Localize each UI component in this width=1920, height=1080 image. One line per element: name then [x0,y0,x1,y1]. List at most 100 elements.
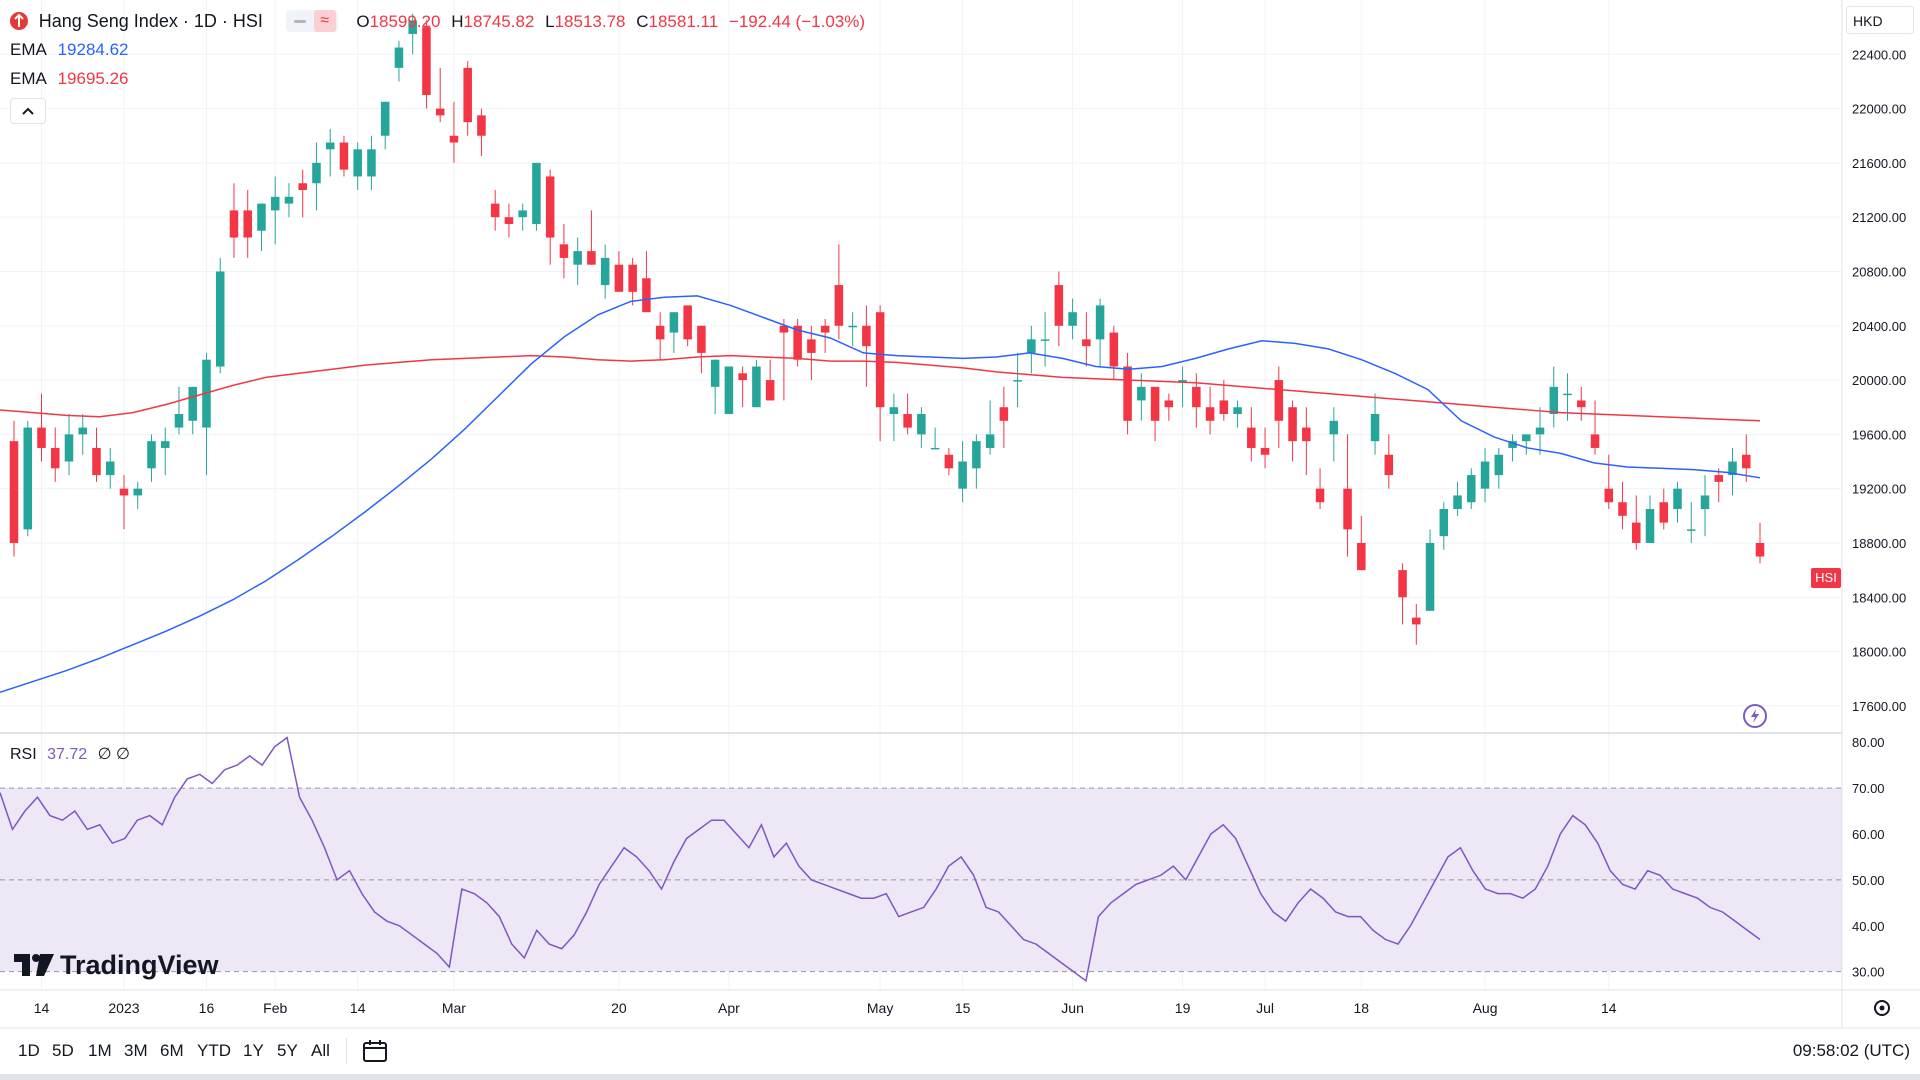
candle-body [380,101,390,136]
timeframe-1d[interactable]: 1D [18,1041,40,1060]
candle-body [229,210,239,238]
time-tick-label: Feb [263,1000,287,1016]
currency-selector[interactable]: HKD [1846,6,1914,34]
candle-body [463,67,472,123]
time-tick-label: Aug [1473,1000,1498,1016]
candle-body [1150,386,1160,421]
candle-body [1013,380,1022,382]
timeframe-6m[interactable]: 6M [160,1041,184,1060]
tradingview-logo[interactable]: TradingView [14,950,219,981]
candle-body [1329,420,1339,435]
candle-body [972,441,981,469]
price-tick-label: 19200.00 [1852,482,1906,497]
timeframe-3m[interactable]: 3M [124,1041,148,1060]
candle-body [752,366,761,408]
lightning-icon[interactable] [1743,704,1767,728]
ema-slow-label: EMA [10,69,47,88]
bottom-strip [0,1074,1920,1080]
candle-body [1109,332,1119,367]
ema-fast-legend[interactable]: EMA 19284.62 [10,40,128,60]
timeframe-ytd[interactable]: YTD [197,1041,231,1060]
symbol-price-badge: HSI [1811,568,1841,588]
candle-body [1260,447,1270,455]
ema-slow-line [0,354,1761,422]
candle-body [394,47,404,68]
tradingview-logo-icon [14,954,54,976]
collapse-legend-button[interactable] [10,98,46,124]
candle-body [133,488,142,496]
timeframe-5y[interactable]: 5Y [277,1041,298,1060]
time-tick-label: May [867,1000,893,1016]
candle-body [270,196,280,211]
time-axis[interactable]: 14 2023 16 Feb 14 Mar 20 Apr May 15 Jun 19 Jul 18 Aug 1… [34,1000,1617,1016]
timeframe-5d[interactable]: 5D [52,1041,74,1060]
price-axis[interactable]: 22400.00 22000.00 21600.00 21200.00 20800.00… [1852,47,1906,714]
candle-body [1714,475,1724,482]
candle-body [545,176,555,238]
candle-body [284,196,294,204]
candle-body [339,142,349,170]
candle-body [1673,488,1682,510]
candle-body [1095,305,1105,340]
open-label: O [356,12,370,31]
candle-body [958,461,967,489]
candle-body [1728,461,1737,476]
clock[interactable]: 09:58:02 (UTC) [1792,1041,1910,1060]
candle-body [408,20,417,34]
candle-body [1659,502,1669,523]
low-value: 18513.78 [554,12,626,31]
candle-body [1425,542,1435,611]
rsi-legend[interactable]: RSI 37.72 ∅ ∅ [10,744,130,764]
candle-body [930,447,940,450]
rsi-axis[interactable]: 80.00 70.00 60.00 50.00 40.00 30.00 [1852,735,1885,979]
timeframe-1m[interactable]: 1M [88,1041,112,1060]
candle-body [9,441,19,543]
compare-toggle[interactable]: ≈ [285,10,338,32]
price-tick-label: 20400.00 [1852,319,1906,334]
axis-settings-button[interactable] [1870,996,1894,1020]
price-tick-label: 20800.00 [1852,264,1906,279]
price-tick-label: 19600.00 [1852,427,1906,442]
candle-body [1535,427,1545,435]
symbol-title[interactable]: Hang Seng Index · 1D · HSI [38,11,263,31]
candle-body [903,414,912,428]
candle-body [1480,461,1490,489]
currency-label: HKD [1853,13,1883,29]
candle-body [422,27,431,96]
candle-body [353,149,362,177]
ema-fast-label: EMA [10,40,47,59]
candle-body [683,305,692,340]
candle-body [724,366,734,415]
candle-body [1453,495,1462,510]
candle-body [1549,386,1559,415]
candle-body [862,325,871,347]
timeframe-all[interactable]: All [311,1041,330,1060]
candle-body [820,325,830,333]
rsi-tick-label: 70.00 [1852,781,1885,796]
candle-body [1467,475,1476,503]
rsi-value: 37.72 [47,746,88,763]
candle-body [1577,400,1586,408]
candle-body [532,162,541,224]
ohlc-values: O18599.20 H18745.82 L18513.78 C18581.11 … [356,12,871,32]
ema-slow-legend[interactable]: EMA 19695.26 [10,69,128,89]
calendar-icon [363,1040,387,1062]
candle-body [518,210,527,218]
candle-body [573,251,582,265]
date-range-button[interactable] [362,1038,388,1069]
time-tick-label: 14 [350,1000,366,1016]
candle-body [1288,407,1297,442]
candle-body [1357,542,1366,571]
price-tick-label: 18800.00 [1852,536,1906,551]
candle-body [1164,400,1174,408]
candle-body [779,325,789,333]
candle-body [477,115,486,136]
candle-body [765,380,775,401]
candle-body [1384,454,1394,476]
timeframe-1y[interactable]: 1Y [243,1041,264,1060]
ema-fast-line [0,295,1761,693]
candle-body [1370,414,1380,442]
open-value: 18599.20 [369,12,441,31]
gear-icon [1874,1000,1890,1016]
